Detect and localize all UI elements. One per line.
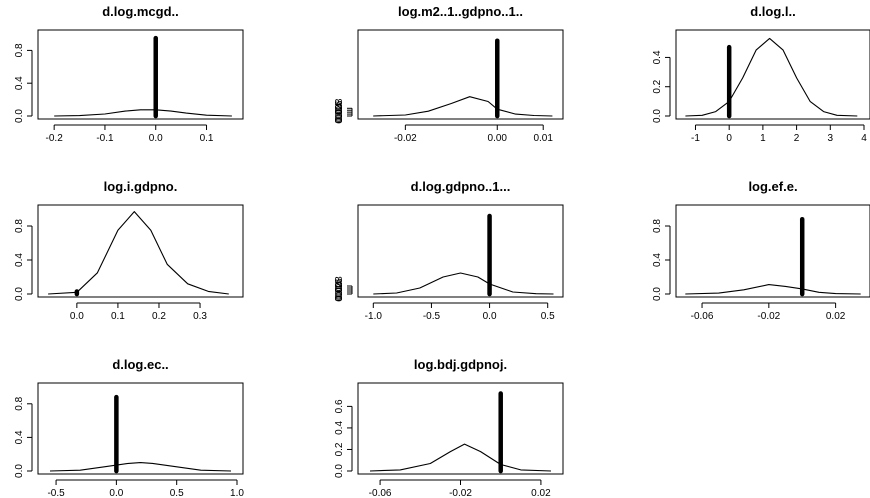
plot-frame (37, 29, 244, 120)
x-tick-label: 0.00 (488, 133, 508, 144)
x-tick-label: -0.02 (394, 133, 417, 144)
y-tick-label: 0.4 (334, 421, 345, 435)
plot-frame (675, 29, 870, 120)
x-tick-label: -0.06 (369, 488, 392, 498)
x-tick-label: -0.5 (423, 311, 441, 322)
y-tick-label: 0.8 (14, 396, 25, 410)
x-tick-label: 0.2 (152, 311, 166, 322)
panel-title: d.log.l.. (750, 4, 796, 19)
y-tick-label: 0.8 (14, 219, 25, 233)
panel-title: log.bdj.gdpnoj. (414, 357, 507, 372)
x-tick-label: 0.02 (531, 488, 551, 498)
x-tick-label: 2 (794, 133, 800, 144)
y-tick-label: 0.06 (334, 100, 345, 120)
density-curve (49, 462, 232, 472)
y-tick-label: 0.0 (334, 464, 345, 478)
density-panel: log.i.gdpno. 0.0 0.1 0.2 0.3 0.0 0.4 0.8 (14, 179, 244, 322)
y-tick-label: 0.0 (652, 287, 663, 301)
panel-title: log.i.gdpno. (104, 179, 178, 194)
density-curve (54, 109, 232, 117)
y-tick-label: 0.2 (334, 442, 345, 456)
y-tick-label: 0.0 (14, 464, 25, 478)
y-tick-label: 0.2 (652, 79, 663, 93)
y-tick-label: 0.04 (334, 280, 345, 300)
density-curve (48, 211, 229, 295)
y-tick-label: 0.04 (334, 102, 345, 122)
x-tick-label: 0.0 (109, 488, 123, 498)
x-tick-label: 1 (760, 133, 766, 144)
panel-title: log.ef.e. (748, 179, 797, 194)
y-tick-label: 0.0 (652, 109, 663, 123)
x-tick-label: -0.2 (46, 133, 64, 144)
y-tick-label: 0.0 (14, 109, 25, 123)
x-tick-label: -0.1 (96, 133, 114, 144)
x-tick-label: 0.5 (170, 488, 184, 498)
panel-title: d.log.ec.. (112, 357, 168, 372)
panel-title: d.log.gdpno..1... (411, 179, 511, 194)
density-curve (373, 272, 554, 295)
plot-frame (675, 204, 870, 298)
y-tick-label: 0.08 (334, 98, 345, 118)
x-tick-label: -0.06 (691, 311, 714, 322)
x-tick-label: 0 (726, 133, 732, 144)
density-panel: d.log.mcgd.. -0.2 -0.1 0.0 0.1 0.0 0.4 0.8 (14, 4, 244, 144)
x-tick-label: -1 (691, 133, 700, 144)
y-tick-label: 0.4 (14, 430, 25, 444)
density-panel: log.ef.e. -0.06 -0.02 0.02 0.0 0.4 0.8 (652, 179, 870, 322)
y-tick-label: 0.02 (334, 104, 345, 124)
x-tick-label: -0.02 (757, 311, 780, 322)
y-tick-label: 0.4 (14, 76, 25, 90)
x-tick-label: 3 (828, 133, 834, 144)
y-tick-label: 0.0 (14, 287, 25, 301)
density-panel: log.bdj.gdpnoj. -0.06 -0.02 0.02 0.0 0.2 0.4 0.… (334, 357, 564, 498)
density-curve (685, 284, 861, 295)
y-tick-label: 0.06 (334, 278, 345, 298)
density-curve (369, 443, 552, 472)
y-tick-label: 0.4 (14, 253, 25, 267)
x-tick-label: 0.0 (70, 311, 84, 322)
density-curve (685, 37, 858, 117)
x-tick-label: 0.01 (533, 133, 553, 144)
y-tick-label: 0.02 (334, 282, 345, 302)
y-tick-label: 0.4 (652, 50, 663, 64)
density-panel: d.log.gdpno..1...-1.0 -0.5 0.0 0.50.00.020.… (334, 179, 564, 322)
x-tick-label: 0.1 (111, 311, 125, 322)
plot-frame (357, 382, 564, 475)
y-tick-label: 0.0 (334, 109, 345, 123)
x-tick-label: -0.02 (449, 488, 472, 498)
plot-frame (357, 29, 564, 120)
x-tick-label: 0.1 (200, 133, 214, 144)
y-tick-label: 0.4 (652, 253, 663, 267)
x-tick-label: 0.0 (483, 311, 497, 322)
x-tick-label: 0.5 (541, 311, 555, 322)
x-tick-label: -0.5 (47, 488, 65, 498)
y-tick-label: 0.6 (334, 399, 345, 413)
density-panel: d.log.l.. -1 0 1 2 3 4 0.0 0.2 0.4 (652, 4, 870, 144)
y-tick-label: 0.8 (652, 219, 663, 233)
y-tick-label: 0.8 (14, 43, 25, 57)
plot-frame (37, 204, 244, 298)
y-tick-label: 0.0 (334, 287, 345, 301)
x-tick-label: 0.0 (149, 133, 163, 144)
x-tick-label: 4 (861, 133, 867, 144)
x-tick-label: 1.0 (230, 488, 244, 498)
x-tick-label: 0.02 (826, 311, 846, 322)
density-panel: log.m2..1..gdpno..1.. -0.02 0.00 0.01 0.00.0… (334, 4, 564, 144)
panel-title: log.m2..1..gdpno..1.. (398, 4, 523, 19)
x-tick-label: 0.3 (193, 311, 207, 322)
plot-frame (357, 204, 564, 298)
panel-title: d.log.mcgd.. (102, 4, 179, 19)
density-panel: d.log.ec.. -0.5 0.0 0.5 1.0 0.0 0.4 0.8 (14, 357, 244, 498)
y-tick-label: 0.08 (334, 276, 345, 296)
density-curve (373, 96, 553, 117)
x-tick-label: -1.0 (365, 311, 383, 322)
plot-frame (37, 382, 244, 475)
